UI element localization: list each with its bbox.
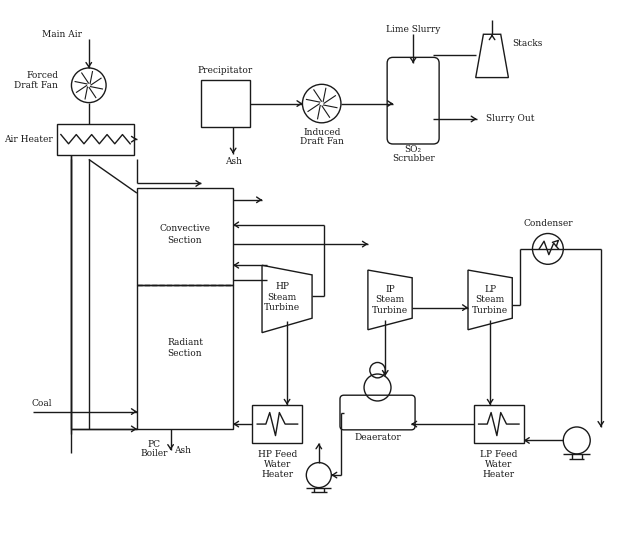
Text: Steam: Steam xyxy=(475,295,505,305)
Text: Coal: Coal xyxy=(31,399,52,409)
Text: Deaerator: Deaerator xyxy=(354,433,401,442)
Text: Stacks: Stacks xyxy=(513,39,542,48)
Bar xyxy=(57,124,134,154)
Text: Steam: Steam xyxy=(267,293,297,301)
Text: Forced: Forced xyxy=(26,71,58,80)
Bar xyxy=(474,405,524,443)
Text: Main Air: Main Air xyxy=(42,30,82,39)
Text: Water: Water xyxy=(485,460,513,469)
Text: Precipitator: Precipitator xyxy=(198,66,253,75)
Text: Convective: Convective xyxy=(159,224,210,233)
Text: IP: IP xyxy=(385,285,395,294)
Text: LP: LP xyxy=(484,285,496,294)
Text: Turbine: Turbine xyxy=(264,303,300,312)
Text: Radiant: Radiant xyxy=(167,338,203,347)
Text: PC: PC xyxy=(148,440,160,449)
Bar xyxy=(253,405,302,443)
Text: Water: Water xyxy=(264,460,291,469)
Text: Induced: Induced xyxy=(303,128,340,137)
Text: Air Heater: Air Heater xyxy=(4,135,53,144)
Bar xyxy=(202,81,249,127)
Text: Draft Fan: Draft Fan xyxy=(300,137,343,146)
Text: Condenser: Condenser xyxy=(523,219,573,228)
Text: Heater: Heater xyxy=(483,469,515,479)
Text: Ash: Ash xyxy=(174,446,190,455)
Text: Steam: Steam xyxy=(376,295,405,305)
Text: Section: Section xyxy=(168,349,202,358)
Text: Section: Section xyxy=(168,236,202,245)
Text: Ash: Ash xyxy=(225,157,242,166)
Text: Turbine: Turbine xyxy=(472,306,508,315)
Text: HP: HP xyxy=(276,282,289,291)
Text: Slurry Out: Slurry Out xyxy=(486,114,535,123)
Text: Boiler: Boiler xyxy=(141,449,168,459)
Text: Lime Slurry: Lime Slurry xyxy=(386,25,440,34)
Text: HP Feed: HP Feed xyxy=(258,450,297,459)
Text: Heater: Heater xyxy=(261,469,294,479)
Bar xyxy=(137,285,233,429)
Text: Draft Fan: Draft Fan xyxy=(14,81,58,90)
Text: Scrubber: Scrubber xyxy=(392,154,435,163)
Text: LP Feed: LP Feed xyxy=(480,450,518,459)
Bar xyxy=(137,188,233,285)
Text: SO₂: SO₂ xyxy=(404,145,422,154)
Text: Turbine: Turbine xyxy=(372,306,408,315)
